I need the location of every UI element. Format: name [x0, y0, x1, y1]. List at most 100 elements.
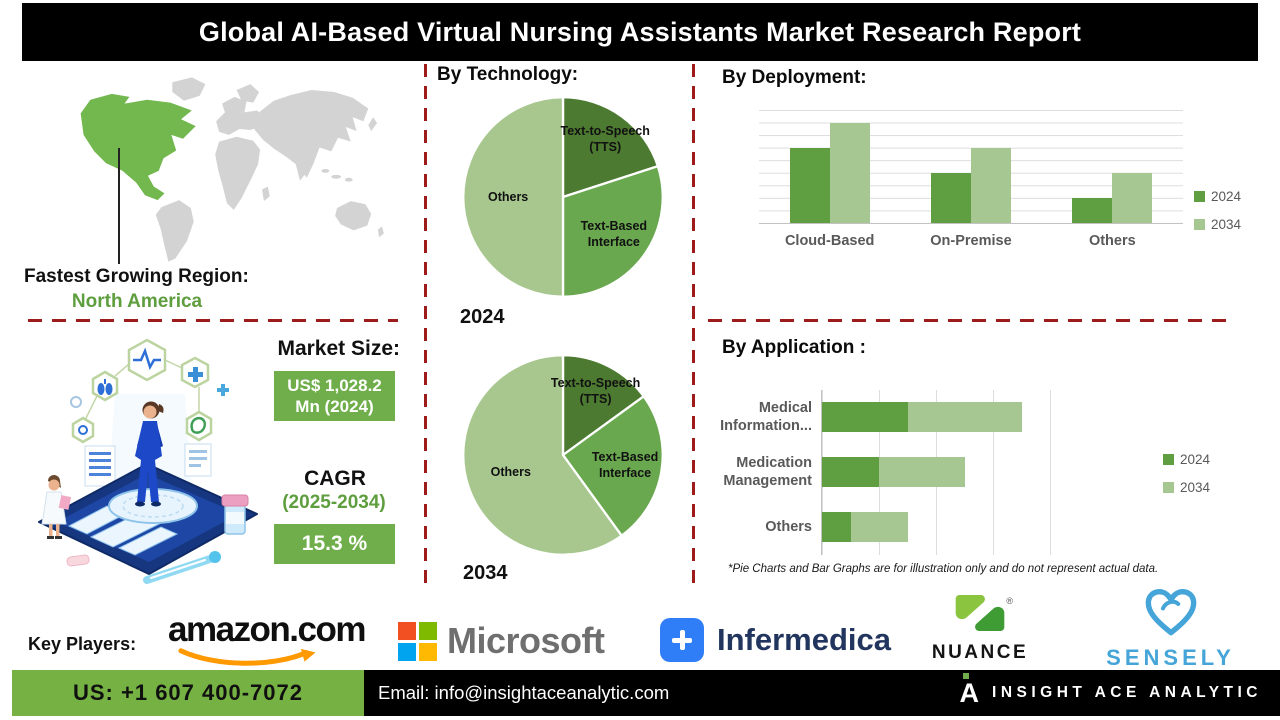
pie-slice-text-to-speech-tts-	[561, 354, 645, 457]
hexagon-lungs-icon	[91, 370, 119, 402]
bar-2024	[789, 147, 830, 223]
bar-2034	[1112, 172, 1153, 223]
section-title-deployment: By Deployment:	[722, 67, 867, 88]
pie-slice-label: Others	[487, 189, 529, 204]
legend-label: 2024	[1180, 452, 1211, 467]
deployment-bar-chart	[759, 110, 1183, 224]
bar-2024	[1072, 197, 1113, 223]
legend-item-2034: 2034	[1163, 480, 1210, 495]
map-north-america-highlight	[80, 93, 196, 201]
legend-label: 2034	[1211, 217, 1242, 232]
pie-svg	[462, 96, 664, 298]
amazon-smile-icon	[178, 648, 316, 666]
pie-slice-others	[462, 354, 623, 556]
hexagon-stomach-icon	[185, 410, 213, 442]
pie-slice-label: Others	[490, 464, 531, 479]
cagr-label: CAGR	[304, 467, 366, 490]
legend-item-2024: 2024	[1194, 189, 1241, 204]
deployment-category-labels: Cloud-Based On-Premise Others	[759, 233, 1183, 249]
stacked-bar	[822, 512, 908, 543]
map-greenland	[172, 77, 206, 101]
footer-phone-block: US: +1 607 400-7072	[12, 670, 364, 716]
infermedica-plus-icon	[660, 618, 704, 662]
stacked-bar	[822, 457, 965, 488]
legend-swatch	[1194, 191, 1205, 202]
legend-swatch	[1163, 482, 1174, 493]
pie-chart-technology-2034: Text-to-Speech (TTS) Text-Based Interface…	[458, 350, 668, 560]
infermedica-wordmark: Infermedica	[717, 622, 892, 657]
application-category-labels: Medical Information... Medication Managem…	[690, 390, 812, 555]
pie-slice-text-based-interface	[561, 165, 664, 298]
email-address: Email: info@insightaceanalytic.com	[378, 682, 670, 703]
pie-year-2024: 2024	[460, 306, 505, 328]
divider-right	[708, 319, 1230, 322]
market-size-value: US$ 1,028.2 Mn (2024)	[274, 371, 395, 421]
microsoft-squares-icon	[398, 621, 437, 661]
nuance-swoosh-icon	[955, 595, 1005, 631]
insight-ace-brand: A INSIGHT ACE ANALYTIC	[960, 672, 1262, 707]
pie-slice-text-to-speech-tts-	[561, 96, 660, 199]
pie-slice-label: Text-Based Interface	[591, 449, 659, 480]
application-bar-chart	[821, 390, 1107, 555]
application-legend: 2024 2034	[1163, 452, 1210, 495]
footer-contact-block: Email: info@insightaceanalytic.com A INS…	[364, 670, 1280, 716]
cagr-period: (2025-2034)	[282, 492, 386, 513]
nurse-figure	[41, 475, 72, 539]
category-label: Medication Management	[723, 455, 812, 490]
market-size-label: Market Size:	[277, 337, 400, 360]
sensely-wordmark: Sensely	[1106, 645, 1235, 670]
divider-middle-left	[424, 64, 427, 590]
nuance-logo: ® Nuance	[925, 592, 1035, 664]
bar-2034	[829, 122, 870, 223]
virtual-nurse-figure	[135, 401, 164, 507]
key-players-label: Key Players:	[28, 634, 137, 654]
bar-segment-2024	[822, 457, 879, 488]
section-title-application: By Application :	[722, 337, 866, 358]
page-title: Global AI-Based Virtual Nursing Assistan…	[198, 16, 1082, 47]
bar-segment-2034	[850, 512, 908, 543]
category-label: Others	[765, 519, 812, 536]
fastest-region-label: Fastest Growing Region:	[24, 266, 249, 287]
pie-slice-label: Text-to-Speech (TTS)	[550, 375, 641, 406]
category-label: Others	[1088, 233, 1136, 249]
insight-ace-logo-icon: A	[960, 672, 979, 707]
bar-segment-2034	[879, 457, 965, 488]
insight-ace-wordmark: INSIGHT ACE ANALYTIC	[992, 684, 1262, 701]
amazon-wordmark: amazon.com	[168, 610, 367, 649]
pie-slice-text-based-interface	[561, 395, 664, 537]
phone-number: US: +1 607 400-7072	[73, 680, 303, 705]
legend-item-2024: 2024	[1163, 452, 1210, 467]
map-pointer-line	[118, 148, 120, 264]
world-map	[80, 77, 384, 262]
category-label: Cloud-Based	[784, 233, 875, 249]
legend-swatch	[1194, 219, 1205, 230]
nuance-registered-mark: ®	[1006, 596, 1013, 606]
stacked-bar	[822, 402, 1022, 433]
virtual-nurse-illustration	[38, 338, 258, 584]
bar-segment-2034	[907, 402, 1022, 433]
sensely-logo: Sensely	[1098, 586, 1243, 671]
bar-2024	[930, 172, 971, 223]
divider-left	[28, 319, 398, 322]
infermedica-logo: Infermedica	[660, 618, 891, 662]
cagr-value: 15.3 %	[274, 524, 395, 564]
pie-year-2034: 2034	[463, 562, 508, 584]
pie-svg	[462, 354, 664, 556]
bar-2034	[970, 147, 1011, 223]
bar-group-others	[1042, 110, 1183, 223]
microsoft-wordmark: Microsoft	[447, 620, 605, 661]
sensely-heart-icon	[1145, 589, 1196, 636]
hbar-row-others	[822, 500, 1107, 555]
amazon-logo: amazon.com	[168, 610, 368, 666]
hbar-row-medical-information-	[822, 390, 1107, 445]
microsoft-logo: Microsoft	[398, 620, 605, 662]
chart-disclaimer: *Pie Charts and Bar Graphs are for illus…	[728, 563, 1159, 575]
divider-middle-right	[692, 64, 695, 590]
category-label: On-Premise	[930, 233, 1012, 249]
legend-label: 2024	[1211, 189, 1242, 204]
legend-item-2034: 2034	[1194, 217, 1241, 232]
bar-segment-2024	[822, 402, 908, 433]
pie-slice-label: Text-Based Interface	[580, 218, 648, 249]
pie-slice-label: Text-to-Speech (TTS)	[560, 123, 650, 154]
